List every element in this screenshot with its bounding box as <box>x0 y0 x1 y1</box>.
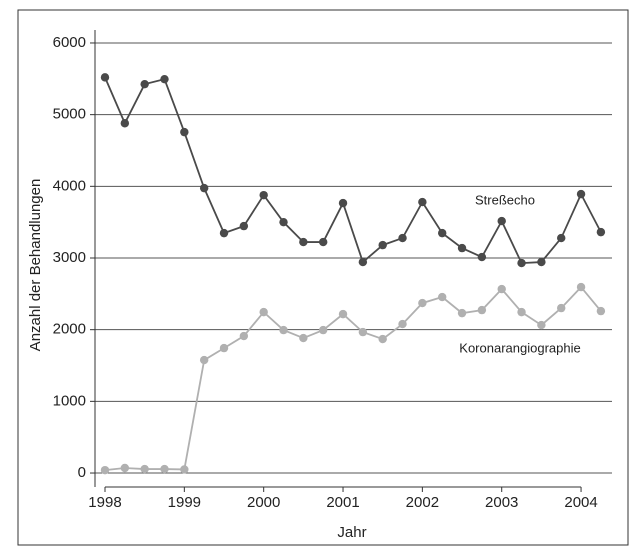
data-point <box>199 183 209 193</box>
data-point <box>259 307 268 317</box>
x-tick-label: 2004 <box>564 494 597 511</box>
data-point <box>318 325 328 335</box>
x-tick-label: 1998 <box>88 494 121 511</box>
data-point <box>418 298 427 308</box>
series-line <box>104 77 602 265</box>
data-point <box>557 233 566 243</box>
data-point <box>457 243 467 253</box>
series-label: Streßecho <box>475 192 535 207</box>
data-point <box>398 319 407 329</box>
data-point <box>378 240 387 250</box>
x-axis-label: Jahr <box>337 524 366 541</box>
y-tick-label: 5000 <box>53 106 86 123</box>
data-point <box>279 325 288 335</box>
data-point <box>576 189 586 199</box>
data-point <box>120 463 130 473</box>
data-point <box>259 190 268 200</box>
data-point <box>398 233 407 243</box>
y-tick-label: 4000 <box>53 177 86 194</box>
y-axis-label: Anzahl der Behandlungen <box>27 179 44 352</box>
data-point <box>358 257 368 267</box>
data-point <box>299 237 308 247</box>
data-point <box>378 334 387 344</box>
x-tick-label: 2003 <box>485 494 518 511</box>
data-point <box>219 228 229 238</box>
data-point <box>239 221 249 231</box>
data-point <box>418 197 427 207</box>
x-tick-label: 2000 <box>247 494 280 511</box>
data-point <box>537 320 546 330</box>
y-tick-label: 6000 <box>53 34 86 51</box>
data-point <box>477 252 487 262</box>
data-point <box>239 331 249 341</box>
data-point <box>517 307 526 317</box>
data-point <box>497 216 506 226</box>
data-point <box>457 308 467 318</box>
data-point <box>318 237 328 247</box>
data-point <box>438 228 447 238</box>
data-point <box>180 127 189 137</box>
data-point <box>477 305 487 315</box>
x-tick-label: 2001 <box>326 494 359 511</box>
series-label: Koronarangiographie <box>459 340 580 355</box>
data-point <box>338 309 348 319</box>
data-point <box>140 464 149 474</box>
data-point <box>517 258 526 268</box>
data-point <box>358 327 368 337</box>
y-tick-label: 0 <box>78 464 86 481</box>
data-point <box>140 79 149 89</box>
y-tick-label: 1000 <box>53 392 86 409</box>
y-tick-label: 3000 <box>53 249 86 266</box>
data-point <box>596 306 606 316</box>
data-point <box>576 282 586 292</box>
x-tick-label: 1999 <box>168 494 201 511</box>
data-point <box>338 198 348 208</box>
data-point <box>497 284 506 294</box>
data-point <box>199 355 209 365</box>
data-point <box>299 333 308 343</box>
data-point <box>596 227 606 237</box>
frame <box>17 9 629 546</box>
y-tick-label: 2000 <box>53 321 86 338</box>
data-point <box>120 119 130 128</box>
data-point <box>279 217 288 227</box>
data-point <box>557 303 566 313</box>
data-point <box>100 73 110 82</box>
series-line <box>104 285 602 472</box>
data-point <box>219 343 229 353</box>
data-point <box>438 292 447 302</box>
data-point <box>160 74 169 84</box>
data-point <box>100 465 110 475</box>
x-tick-label: 2002 <box>406 494 439 511</box>
data-point <box>537 257 546 267</box>
data-point <box>160 464 169 474</box>
data-point <box>180 465 189 474</box>
